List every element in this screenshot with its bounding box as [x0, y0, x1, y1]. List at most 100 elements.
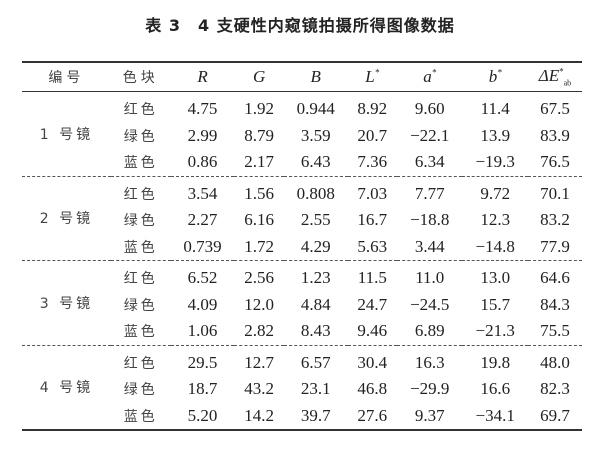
table-title: 表 3 4 支硬性内窥镜拍摄所得图像数据	[145, 16, 455, 35]
table-row: 蓝色 0.86 2.17 6.43 7.36 6.34 −19.3 76.5	[22, 149, 582, 176]
table-row: 绿色 2.99 8.79 3.59 20.7 −22.1 13.9 83.9	[22, 123, 582, 150]
header-id: 编号	[48, 70, 85, 86]
cell-value: 15.7	[480, 294, 511, 314]
cell-value: 9.72	[480, 183, 511, 203]
cell-value: 82.3	[540, 379, 570, 399]
cell-value: 77.9	[540, 236, 570, 256]
cell-value: 70.1	[540, 183, 570, 203]
cell-value: 8.79	[244, 125, 274, 145]
cell-value: 9.60	[414, 99, 445, 119]
cell-value: −18.8	[410, 210, 450, 230]
cell-value: 18.7	[187, 379, 218, 399]
cell-value: 7.36	[357, 152, 388, 172]
header-bstar: b*	[488, 67, 502, 86]
cell-value: 6.43	[300, 152, 331, 172]
cell-value: 67.5	[540, 99, 570, 119]
patch-color: 红色	[123, 271, 158, 288]
group-3: 3 号镜 红色 6.52 2.56 1.23 11.5 11.0 13.0 64.6 绿色 4.09…	[22, 261, 582, 345]
cell-value: 16.3	[414, 352, 445, 372]
group-4: 4 号镜 红色 29.5 12.7 6.57 30.4 16.3 19.8 48.0 绿色 18.7…	[22, 345, 582, 430]
cell-value: 2.17	[244, 152, 274, 172]
cell-value: 11.0	[415, 268, 445, 288]
scope-id: 2 号镜	[39, 211, 94, 228]
patch-color: 蓝色	[123, 155, 158, 172]
cell-value: 23.1	[300, 379, 331, 399]
cell-value: 2.27	[187, 210, 218, 230]
patch-color: 红色	[123, 355, 158, 372]
cell-value: 6.89	[414, 321, 445, 341]
cell-value: 6.52	[187, 268, 218, 288]
cell-value: 1.06	[187, 321, 218, 341]
cell-value: 75.5	[540, 321, 570, 341]
cell-value: 0.739	[183, 236, 222, 256]
cell-value: 84.3	[540, 294, 570, 314]
table-row: 蓝色 1.06 2.82 8.43 9.46 6.89 −21.3 75.5	[22, 318, 582, 345]
cell-value: −24.5	[410, 294, 450, 314]
cell-value: 48.0	[540, 352, 570, 372]
cell-value: 64.6	[540, 268, 570, 288]
patch-color: 蓝色	[123, 324, 158, 341]
patch-color: 绿色	[123, 213, 158, 230]
group-1: 1 号镜 红色 4.75 1.92 0.944 8.92 9.60 11.4 67.5 绿色 2.9…	[22, 92, 582, 176]
cell-value: 1.23	[300, 268, 331, 288]
scope-id: 3 号镜	[39, 295, 94, 312]
cell-value: 4.09	[187, 294, 218, 314]
table-row: 蓝色 0.739 1.72 4.29 5.63 3.44 −14.8 77.9	[22, 234, 582, 261]
cell-value: 6.34	[414, 152, 445, 172]
cell-value: 14.2	[244, 405, 274, 425]
cell-value: 7.03	[357, 183, 388, 203]
cell-value: −19.3	[475, 152, 515, 172]
cell-value: 12.0	[244, 294, 274, 314]
scope-id: 1 号镜	[39, 126, 94, 143]
cell-value: 20.7	[357, 125, 388, 145]
cell-value: 39.7	[300, 405, 331, 425]
group-2: 2 号镜 红色 3.54 1.56 0.808 7.03 7.77 9.72 70.1 绿色 2.2…	[22, 176, 582, 261]
header-g: G	[252, 67, 266, 86]
cell-value: −29.9	[410, 379, 450, 399]
cell-value: 69.7	[540, 405, 570, 425]
cell-value: 2.99	[187, 125, 218, 145]
cell-value: 2.56	[244, 268, 274, 288]
patch-color: 蓝色	[123, 239, 158, 256]
header-b: B	[310, 67, 321, 86]
cell-value: −14.8	[475, 236, 515, 256]
cell-value: 2.55	[300, 210, 331, 230]
table-row: 1 号镜 红色 4.75 1.92 0.944 8.92 9.60 11.4 67.5	[22, 92, 582, 143]
patch-color: 红色	[123, 186, 158, 203]
header-a: a*	[423, 67, 437, 86]
scope-id: 4 号镜	[39, 380, 94, 397]
table-row: 蓝色 5.20 14.2 39.7 27.6 9.37 −34.1 69.7	[22, 403, 582, 431]
patch-color: 绿色	[123, 128, 158, 145]
cell-value: 1.92	[244, 99, 274, 119]
header-l: L*	[365, 67, 380, 86]
cell-value: 0.86	[187, 152, 218, 172]
cell-value: 16.6	[480, 379, 511, 399]
cell-value: 4.84	[300, 294, 331, 314]
patch-color: 绿色	[123, 382, 158, 399]
cell-value: 43.2	[244, 379, 274, 399]
table-row: 绿色 18.7 43.2 23.1 46.8 −29.9 16.6 82.3	[22, 376, 582, 403]
cell-value: 8.92	[357, 99, 388, 119]
cell-value: 11.4	[480, 99, 510, 119]
cell-value: 8.43	[300, 321, 331, 341]
cell-value: 29.5	[187, 352, 218, 372]
header-delta-e: ΔE*ab	[538, 66, 572, 88]
cell-value: 11.5	[357, 268, 387, 288]
cell-value: 6.57	[300, 352, 331, 372]
cell-value: 1.72	[244, 236, 274, 256]
cell-value: −21.3	[475, 321, 515, 341]
cell-value: 46.8	[357, 379, 388, 399]
cell-value: 12.3	[480, 210, 511, 230]
cell-value: 5.20	[187, 405, 218, 425]
cell-value: 6.16	[244, 210, 274, 230]
cell-value: 1.56	[244, 183, 274, 203]
cell-value: −34.1	[475, 405, 515, 425]
patch-color: 绿色	[123, 297, 158, 314]
table-row: 绿色 4.09 12.0 4.84 24.7 −24.5 15.7 84.3	[22, 292, 582, 319]
cell-value: 83.9	[540, 125, 570, 145]
cell-value: 4.75	[187, 99, 218, 119]
cell-value: 12.7	[244, 352, 274, 372]
cell-value: 2.82	[244, 321, 274, 341]
cell-value: 4.29	[300, 236, 331, 256]
cell-value: 19.8	[480, 352, 511, 372]
